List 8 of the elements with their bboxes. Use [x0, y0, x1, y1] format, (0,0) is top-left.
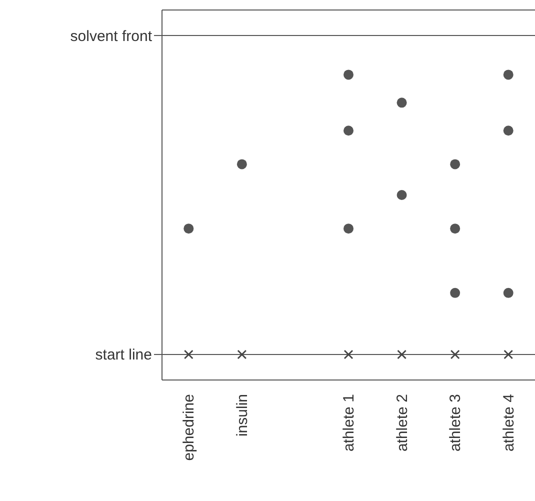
- ref-line-label: solvent front: [70, 28, 153, 45]
- x-tick-label: athlete 1: [340, 394, 358, 452]
- x-tick-label: insulin: [234, 394, 251, 437]
- x-tick-label: athlete 4: [500, 394, 518, 452]
- ref-line-label: start line: [95, 346, 152, 364]
- x-tick-label: ephedrine: [180, 394, 198, 461]
- x-tick-label: athlete 2: [394, 394, 411, 452]
- x-tick-label: athlete 3: [447, 394, 464, 452]
